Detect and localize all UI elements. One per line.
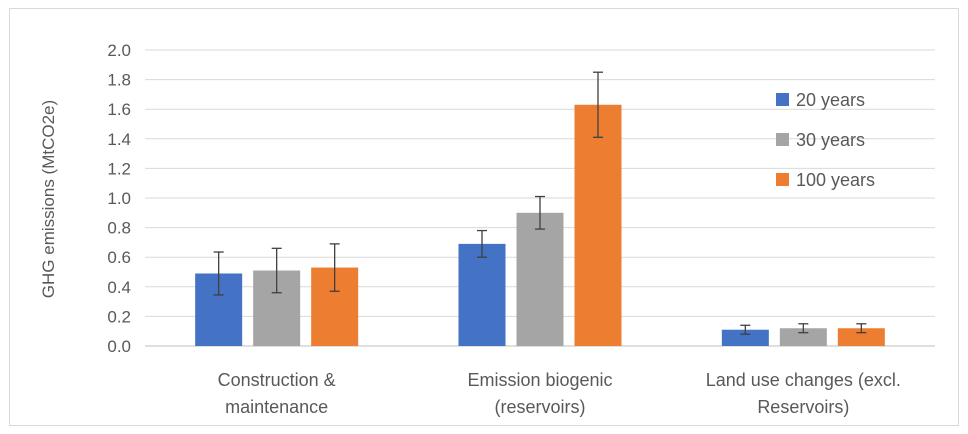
y-tick-label: 2.0 bbox=[107, 41, 131, 60]
y-axis-label: GHG emissions (MtCO2e) bbox=[39, 100, 58, 298]
bar bbox=[837, 328, 885, 346]
y-tick-label: 1.8 bbox=[107, 71, 131, 90]
x-category-label: Construction & bbox=[218, 370, 336, 390]
legend-label: 100 years bbox=[796, 170, 875, 190]
y-tick-label: 0.6 bbox=[107, 248, 131, 267]
error-bars bbox=[213, 71, 867, 335]
bar bbox=[458, 243, 506, 346]
x-category-label: Emission biogenic bbox=[467, 370, 612, 390]
y-tick-label: 1.0 bbox=[107, 189, 131, 208]
y-tick-label: 1.6 bbox=[107, 100, 131, 119]
y-tick-label: 1.4 bbox=[107, 130, 131, 149]
legend: 20 years 30 years 100 years bbox=[776, 90, 875, 190]
bar bbox=[779, 328, 827, 346]
y-tick-label: 0.4 bbox=[107, 278, 131, 297]
bar bbox=[721, 329, 769, 346]
y-axis-ticks: 0.0 0.2 0.4 0.6 0.8 1.0 1.2 1.4 1.6 1.8 2.0 bbox=[107, 41, 131, 356]
legend-swatch bbox=[776, 133, 789, 146]
bar bbox=[516, 212, 564, 346]
legend-swatch bbox=[776, 173, 789, 186]
x-category-label: Land use changes (excl. bbox=[706, 370, 901, 390]
y-tick-label: 0.8 bbox=[107, 219, 131, 238]
legend-swatch bbox=[776, 93, 789, 106]
x-category-label: (reservoirs) bbox=[494, 397, 585, 417]
legend-label: 20 years bbox=[796, 90, 865, 110]
y-tick-label: 0.2 bbox=[107, 307, 131, 326]
legend-label: 30 years bbox=[796, 130, 865, 150]
x-category-label: Reservoirs) bbox=[757, 397, 849, 417]
chart-frame bbox=[9, 8, 959, 426]
y-tick-label: 0.0 bbox=[107, 337, 131, 356]
x-axis-categories: Construction & maintenance Emission biogen… bbox=[218, 370, 901, 417]
y-tick-label: 1.2 bbox=[107, 159, 131, 178]
x-category-label: maintenance bbox=[225, 397, 328, 417]
bar bbox=[574, 104, 622, 346]
